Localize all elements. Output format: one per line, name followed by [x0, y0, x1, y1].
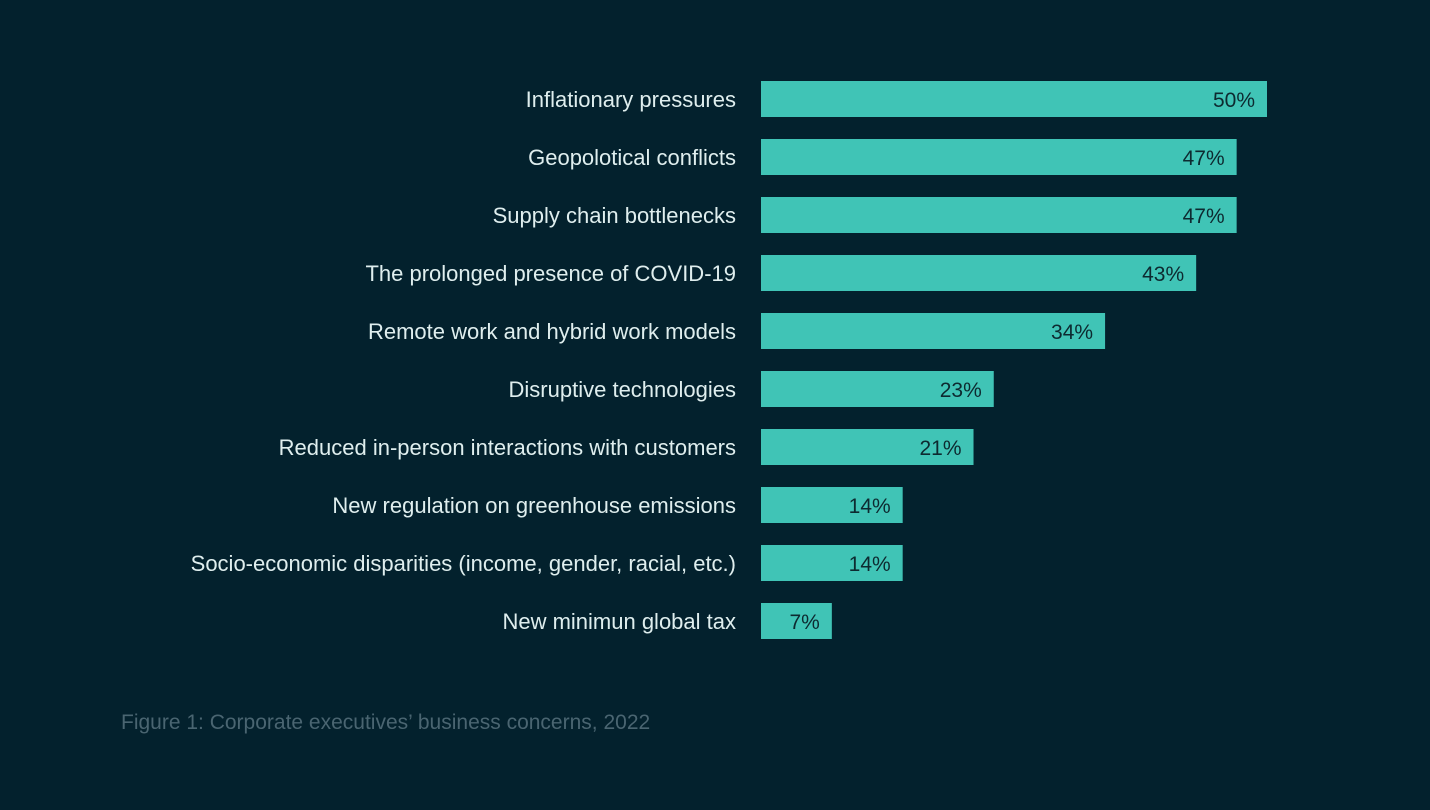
category-label: New minimun global tax	[502, 609, 736, 634]
value-label: 50%	[1213, 89, 1255, 112]
bar-group: The prolonged presence of COVID-19 43%	[365, 255, 1197, 291]
figure-caption: Figure 1: Corporate executives’ business…	[121, 711, 651, 734]
value-label: 14%	[849, 553, 891, 576]
bar-group: Inflationary pressures 50%	[526, 81, 1267, 117]
bar	[761, 81, 1267, 117]
category-label: Socio-economic disparities (income, gend…	[191, 551, 736, 576]
value-label: 14%	[849, 495, 891, 518]
bar	[761, 603, 832, 639]
category-label: Supply chain bottlenecks	[493, 203, 736, 228]
bar	[761, 313, 1106, 349]
bar-group: New minimun global tax 7%	[502, 603, 832, 639]
bar-group: Socio-economic disparities (income, gend…	[191, 545, 903, 581]
bar-group: Disruptive technologies 23%	[509, 371, 994, 407]
category-label: Disruptive technologies	[509, 377, 736, 402]
category-label: The prolonged presence of COVID-19	[365, 261, 736, 286]
bar-group: Supply chain bottlenecks 47%	[493, 197, 1237, 233]
value-label: 23%	[940, 379, 982, 402]
value-label: 7%	[789, 611, 819, 634]
bar	[761, 255, 1197, 291]
value-label: 47%	[1183, 147, 1225, 170]
category-label: New regulation on greenhouse emissions	[332, 493, 736, 518]
bar-group: Remote work and hybrid work models 34%	[368, 313, 1106, 349]
bar	[761, 545, 903, 581]
value-label: 21%	[919, 437, 961, 460]
value-label: 47%	[1183, 205, 1225, 228]
value-label: 43%	[1142, 263, 1184, 286]
bar	[761, 371, 994, 407]
category-label: Remote work and hybrid work models	[368, 319, 736, 344]
bar	[761, 197, 1237, 233]
bar-group: Geopolotical conflicts 47%	[528, 139, 1237, 175]
category-label: Reduced in-person interactions with cust…	[279, 435, 736, 460]
bar	[761, 487, 903, 523]
value-label: 34%	[1051, 321, 1093, 344]
bar	[761, 429, 974, 465]
bar	[761, 139, 1237, 175]
category-label: Inflationary pressures	[526, 87, 736, 112]
bar-group: New regulation on greenhouse emissions 14…	[332, 487, 903, 523]
bar-group: Reduced in-person interactions with cust…	[279, 429, 974, 465]
category-label: Geopolotical conflicts	[528, 145, 736, 170]
